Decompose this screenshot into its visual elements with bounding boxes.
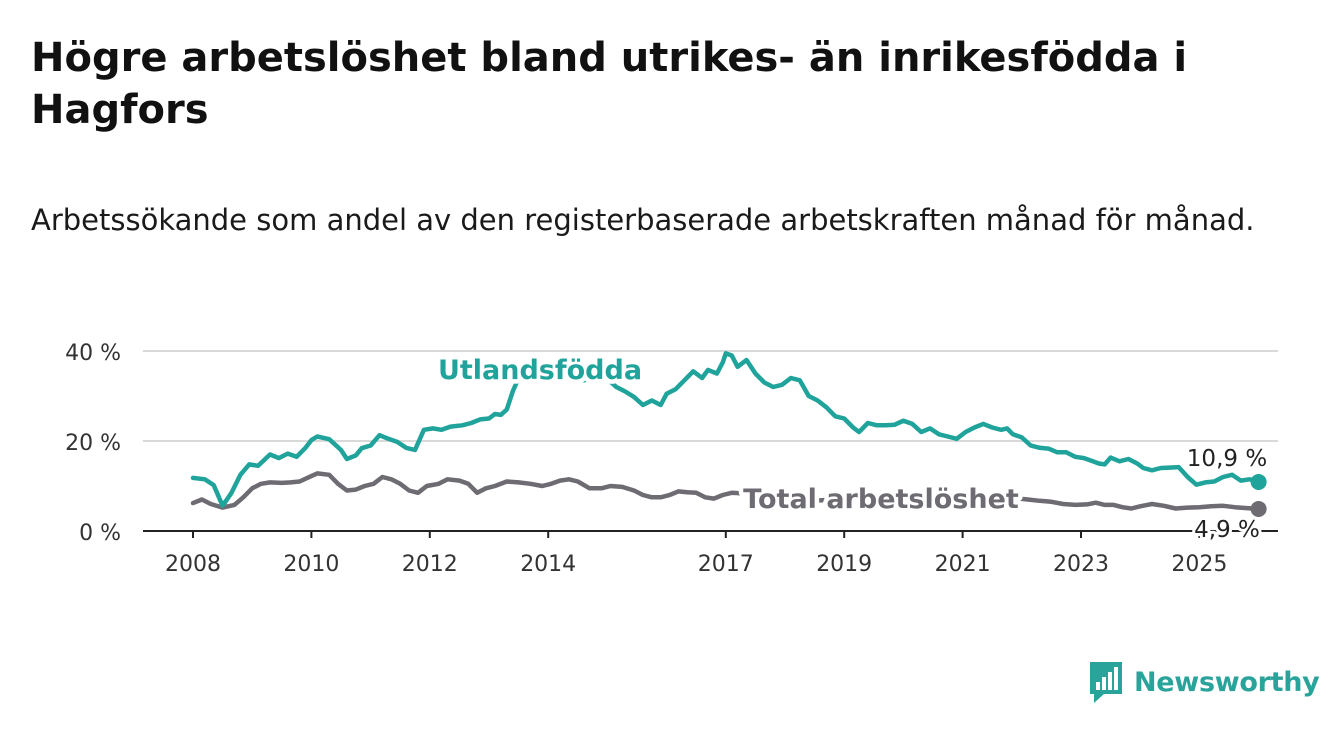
y-tick-label: 20 % — [65, 431, 121, 456]
y-tick-label: 0 % — [79, 521, 121, 546]
y-tick-label: 40 % — [65, 341, 121, 366]
axis-layer: 0 % 20 % 40 % 2008 2010 2012 2014 2017 2019 2021 2… — [65, 341, 1278, 577]
x-tick-label: 2023 — [1053, 552, 1109, 577]
end-label-utlandsfodda: 10,9 %10,9 % — [1184, 443, 1270, 475]
grid-layer — [143, 350, 1278, 442]
line-chart: 0 % 20 % 40 % 2008 2010 2012 2014 2017 2019 2021 2… — [65, 341, 1278, 577]
x-tick-label: 2008 — [165, 552, 221, 577]
x-tick-label: 2017 — [698, 552, 754, 577]
svg-text:10,9 %: 10,9 % — [1187, 446, 1267, 472]
svg-text:4,9 %: 4,9 % — [1194, 517, 1260, 543]
svg-text:Utlandsfödda: Utlandsfödda — [438, 355, 642, 386]
bar-chart-logo-icon — [1090, 662, 1122, 703]
svg-text:Total arbetslöshet: Total arbetslöshet — [743, 484, 1019, 515]
chart-subtitle: Arbetssökande som andel av den registerb… — [31, 203, 1255, 237]
series-end-point — [1250, 473, 1267, 490]
series-line — [190, 471, 1261, 512]
x-tick-label: 2012 — [402, 552, 458, 577]
svg-text:10,9 %: 10,9 % — [1187, 446, 1267, 472]
end-label-total: 4,9 %4,9 % — [1191, 514, 1263, 546]
brand-name: Newsworthy — [1134, 666, 1320, 698]
series-line — [190, 351, 1261, 509]
chart-title: Högre arbetslöshet bland utrikes- än inr… — [31, 35, 1188, 133]
x-tick-label: 2021 — [935, 552, 991, 577]
x-tick-label: 2014 — [520, 552, 576, 577]
series-end-point — [1250, 500, 1267, 517]
newsworthy-brand: Newsworthy — [1088, 660, 1320, 704]
series-layer — [190, 351, 1267, 517]
svg-text:4,9 %: 4,9 % — [1194, 517, 1260, 543]
x-tick-label: 2025 — [1171, 552, 1227, 577]
x-tick-label: 2019 — [816, 552, 872, 577]
svg-text:Utlandsfödda: Utlandsfödda — [438, 355, 642, 386]
svg-text:Total arbetslöshet: Total arbetslöshet — [743, 484, 1019, 515]
x-tick-label: 2010 — [283, 552, 339, 577]
